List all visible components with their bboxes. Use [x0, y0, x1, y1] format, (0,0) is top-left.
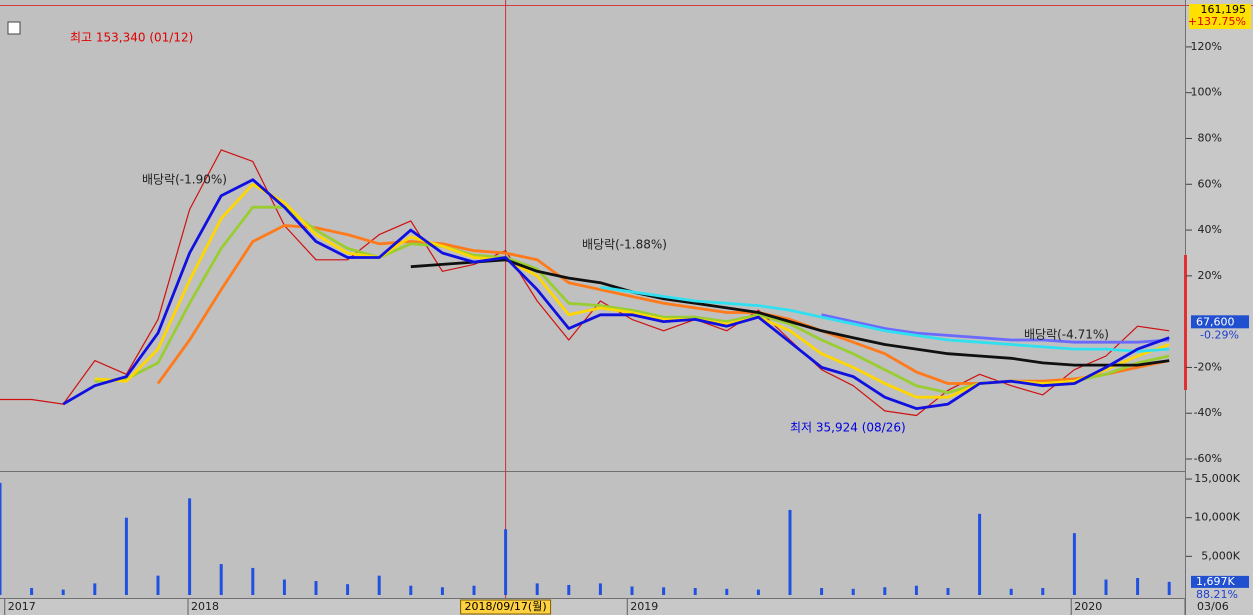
series-line [821, 313, 1170, 344]
x-tick-label: 2020 [1074, 600, 1102, 613]
y-tick-label: 100% [1191, 86, 1222, 99]
volume-bar [377, 575, 381, 595]
current-price: 67,600 [1196, 315, 1235, 328]
volume-bar [1167, 581, 1171, 595]
volume-bar [124, 517, 128, 595]
volume-bar [504, 529, 508, 595]
current-change: -0.29% [1200, 328, 1239, 341]
series-line [410, 258, 1170, 367]
volume-bar [883, 587, 887, 595]
y-tick-label: -20% [1194, 360, 1222, 373]
x-tick-label: 2017 [8, 600, 36, 613]
annotation: 최저 35,924 (08/26) [790, 421, 906, 435]
range-bar [1184, 255, 1187, 390]
volume-bar [978, 513, 982, 595]
y-tick-label: 40% [1198, 223, 1222, 236]
y-tick-label: -40% [1194, 406, 1222, 419]
volume-bar [1136, 577, 1140, 595]
volume-ratio: 88.21% [1196, 588, 1238, 601]
y-tick-label: 5,000K [1201, 549, 1240, 562]
volume-bar [251, 567, 255, 595]
y-tick-label: 20% [1198, 269, 1222, 282]
annotation: 배당락(-1.88%) [582, 238, 667, 252]
volume-bar [314, 581, 318, 595]
annotation: 배당락(-4.71%) [1024, 328, 1109, 342]
x-axis-bg [0, 599, 1186, 615]
volume-bar [61, 589, 65, 595]
y-tick-label: 60% [1198, 177, 1222, 190]
header-price: 161,195 [1201, 3, 1247, 16]
annotation: 최고 153,340 (01/12) [70, 31, 193, 45]
y-tick-label: 10,000K [1194, 511, 1240, 524]
volume-bar [219, 564, 223, 595]
crosshair-label-box [460, 599, 552, 615]
volume-bar [598, 583, 602, 595]
settings-icon[interactable] [7, 21, 21, 35]
volume-bar [346, 584, 350, 595]
volume-bar [188, 498, 192, 595]
crosshair-label: 2018/09/17(월) [465, 600, 547, 613]
volume-bar [630, 586, 634, 595]
volume-bar [535, 583, 539, 595]
x-tick-label: 03/06 [1197, 600, 1229, 613]
x-tick-label: 2018 [191, 600, 219, 613]
volume-bar [282, 579, 286, 595]
header-box [1189, 4, 1251, 29]
volume-bar [820, 588, 824, 595]
volume-bar [409, 585, 413, 595]
volume-current-box [1191, 575, 1249, 588]
plot-bg [0, 0, 1185, 598]
series-line [600, 285, 1170, 353]
volume-bar [0, 482, 2, 595]
volume-bar [1009, 588, 1013, 595]
volume-bar [662, 587, 666, 595]
volume-bar [851, 588, 855, 595]
y-tick-label: -60% [1194, 452, 1222, 465]
header-change: +137.75% [1188, 15, 1246, 28]
volume-bar [693, 588, 697, 595]
volume-bar [1104, 579, 1108, 595]
volume-bar [1041, 588, 1045, 595]
volume-bar [472, 585, 476, 595]
annotation: 배당락(-1.90%) [142, 173, 227, 187]
volume-bar [914, 585, 918, 595]
x-tick-label: 2019 [630, 600, 658, 613]
series-line [62, 178, 1170, 410]
current-box [1191, 315, 1249, 329]
volume-bar [1072, 533, 1076, 595]
volume-bar [440, 587, 444, 595]
axis-bg [1186, 0, 1253, 615]
volume-bar [156, 575, 160, 595]
y-tick-label: 15,000K [1194, 472, 1240, 485]
volume-bar [756, 589, 760, 595]
volume-bar [788, 509, 792, 595]
volume-bar [946, 588, 950, 595]
volume-bar [725, 588, 729, 595]
y-tick-label: 80% [1198, 131, 1222, 144]
volume-bar [30, 588, 34, 595]
y-tick-label: 120% [1191, 40, 1222, 53]
volume-bar [93, 583, 97, 595]
volume-bar [567, 584, 571, 595]
volume-current-label: 1,697K [1196, 575, 1235, 588]
